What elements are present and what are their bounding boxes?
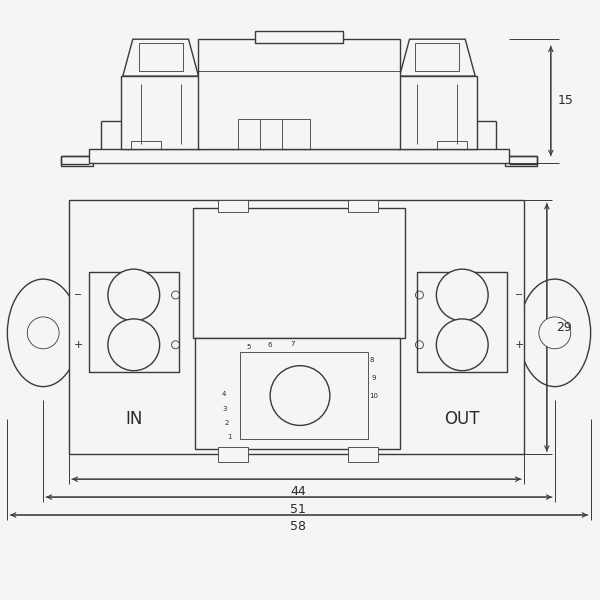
Bar — [69, 200, 524, 454]
Text: 8: 8 — [370, 357, 374, 363]
Bar — [348, 448, 377, 462]
Text: −: − — [515, 290, 523, 300]
Circle shape — [539, 317, 571, 349]
Circle shape — [270, 365, 330, 425]
Ellipse shape — [519, 279, 590, 386]
Circle shape — [108, 269, 160, 321]
Text: 44: 44 — [290, 485, 306, 497]
Text: 15: 15 — [558, 94, 574, 107]
Bar — [415, 43, 459, 71]
Bar — [505, 155, 537, 166]
Text: 10: 10 — [369, 392, 378, 398]
Bar — [61, 155, 93, 166]
Bar — [437, 141, 467, 149]
Bar — [255, 31, 343, 43]
Text: 3: 3 — [222, 406, 227, 412]
Text: 51: 51 — [290, 503, 306, 515]
Text: 2: 2 — [224, 421, 229, 427]
Text: 29: 29 — [556, 322, 572, 334]
Text: 1: 1 — [227, 434, 232, 440]
Circle shape — [27, 317, 59, 349]
Text: 7: 7 — [291, 341, 295, 347]
Bar — [89, 149, 509, 163]
Text: 58: 58 — [290, 520, 306, 533]
Text: 4: 4 — [222, 391, 227, 397]
Text: +: + — [73, 340, 83, 350]
Bar — [218, 200, 248, 212]
Bar — [398, 76, 477, 149]
Bar — [240, 352, 368, 439]
Text: 6: 6 — [268, 342, 272, 348]
Bar — [418, 272, 507, 371]
Text: −: − — [74, 290, 82, 300]
Text: 9: 9 — [371, 374, 376, 380]
Text: +: + — [514, 340, 524, 350]
Bar — [121, 76, 200, 149]
Bar — [218, 448, 248, 462]
Bar — [196, 338, 400, 449]
Bar — [89, 272, 179, 371]
Bar — [199, 39, 400, 149]
Text: IN: IN — [125, 410, 142, 428]
Text: OUT: OUT — [445, 410, 480, 428]
Ellipse shape — [7, 279, 79, 386]
Text: 5: 5 — [246, 344, 250, 350]
Bar — [238, 119, 310, 149]
Circle shape — [108, 319, 160, 371]
Bar — [131, 141, 161, 149]
Polygon shape — [123, 39, 199, 76]
Bar — [193, 208, 404, 338]
Bar — [139, 43, 182, 71]
Polygon shape — [400, 39, 475, 76]
Circle shape — [436, 319, 488, 371]
Circle shape — [436, 269, 488, 321]
Bar — [348, 200, 377, 212]
